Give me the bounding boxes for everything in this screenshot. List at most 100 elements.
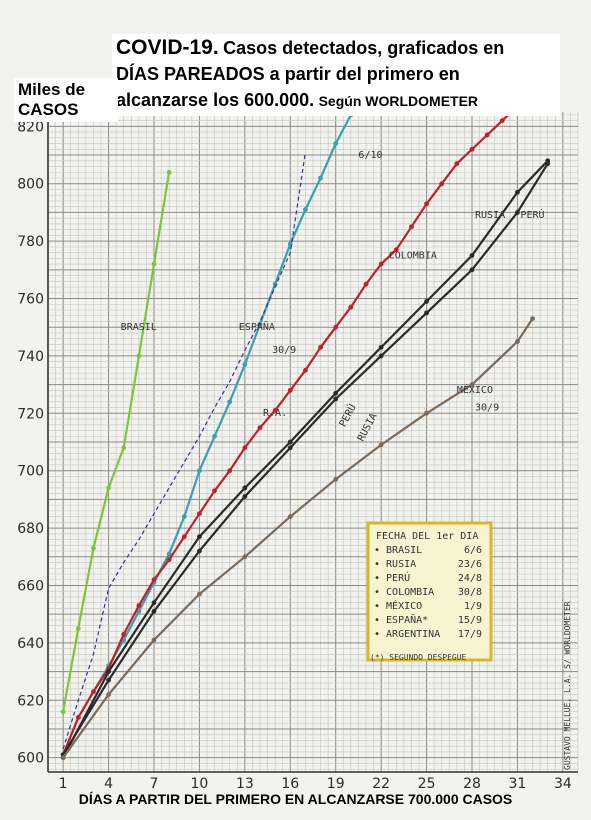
data-point-peru (287, 439, 293, 445)
data-point-mexico (530, 316, 535, 322)
y-tick-label: 800 (17, 177, 44, 193)
data-point-colombia (181, 534, 187, 540)
y-tick-label: 680 (17, 521, 44, 537)
data-point-rusia (197, 548, 202, 554)
data-point-colombia (151, 577, 157, 583)
x-tick-label: 7 (150, 776, 159, 792)
legend-row-country: • RUSIA (374, 559, 416, 570)
data-point-colombia (257, 425, 263, 431)
legend-row-date: 15/9 (458, 615, 482, 626)
data-point-colombia (499, 118, 505, 124)
x-tick-label: 16 (281, 776, 299, 792)
data-point-colombia (424, 201, 429, 207)
data-point-peru (378, 344, 384, 350)
series-group (60, 103, 551, 761)
legend-row-country: • MÉXICO (374, 599, 422, 612)
data-point-colombia (348, 304, 354, 310)
legend-footnote: (*) SEGUNDO DESPEGUE (370, 653, 467, 662)
x-tick-label: 4 (104, 776, 113, 792)
data-point-mexico (151, 637, 157, 643)
data-point-r-a- (303, 207, 308, 212)
data-point-colombia (393, 247, 399, 253)
y-tick-label: 740 (17, 349, 44, 365)
data-point-rusia (424, 310, 429, 316)
series-line-espana (62, 152, 306, 750)
data-point-peru (424, 298, 429, 304)
data-point-mexico (424, 410, 429, 416)
data-point-colombia (469, 146, 475, 152)
x-tick-label: 28 (463, 776, 481, 792)
y-tick-label: 640 (17, 636, 44, 652)
y-tick-label: 620 (17, 693, 44, 709)
legend-row-date: 30/8 (458, 587, 482, 598)
data-point-colombia (121, 631, 127, 637)
data-point-rusia (106, 677, 111, 683)
data-point-r-a- (227, 399, 233, 405)
data-point-colombia (166, 557, 172, 563)
data-point-brasil (106, 485, 111, 491)
data-point-mexico (469, 382, 475, 388)
annotation-label: COLOMBIA (389, 250, 437, 261)
data-point-colombia (227, 468, 233, 474)
grid (47, 112, 579, 772)
y-tick-label: 820 (17, 119, 44, 135)
data-point-r-a- (287, 241, 293, 247)
y-tick-label: 600 (17, 751, 44, 767)
series-line-brasil (62, 172, 171, 712)
data-point-peru (106, 669, 111, 674)
title-part3: DÍAS PAREADOS a partir del primero en (116, 64, 460, 84)
annotation-label: PERÚ (520, 208, 544, 221)
data-point-peru (197, 534, 202, 540)
data-point-rusia (333, 396, 339, 402)
data-point-r-a- (166, 551, 172, 557)
x-tick-label: 31 (509, 776, 527, 792)
data-point-mexico (197, 591, 202, 597)
title-part4: alcanzarse los 600.000. (116, 90, 315, 110)
data-point-colombia (484, 132, 490, 138)
legend-row-date: 17/9 (458, 629, 482, 640)
title-part1: COVID-19. (116, 36, 219, 59)
series-line-mexico (62, 317, 534, 759)
data-point-r-a- (212, 433, 217, 439)
annotation-label: 30/9 (475, 402, 499, 413)
data-point-r-a- (318, 175, 323, 181)
data-point-colombia (242, 445, 248, 451)
legend-row-country: • PERÚ (374, 571, 410, 584)
data-point-rusia (469, 267, 475, 273)
legend-row-date: 24/8 (458, 573, 482, 584)
data-point-colombia (272, 408, 278, 413)
data-point-brasil (166, 169, 172, 175)
data-point-peru (469, 253, 475, 258)
x-tick-label: 13 (236, 776, 254, 792)
annotation-label: ESPAÑA (239, 320, 275, 333)
data-point-r-a- (242, 362, 248, 367)
legend-row-country: • BRASIL (374, 545, 422, 556)
data-point-r-a- (197, 468, 202, 474)
data-point-colombia (454, 161, 460, 167)
data-point-brasil (151, 261, 157, 267)
data-point-mexico (287, 514, 293, 520)
y-tick-label: 760 (17, 292, 44, 308)
title-part5: Según WORLDOMETER (318, 93, 479, 109)
data-point-colombia (363, 281, 369, 287)
x-tick-label: 19 (327, 776, 345, 792)
data-point-mexico (333, 476, 339, 482)
x-tick-label: 25 (418, 776, 436, 792)
data-point-colombia (91, 689, 96, 695)
annotation-label: 30/9 (272, 345, 296, 356)
data-point-mexico (242, 554, 248, 560)
legend-row-country: • ARGENTINA (374, 629, 440, 640)
data-point-brasil (60, 709, 66, 715)
data-point-brasil (121, 445, 127, 451)
title-part2: Casos detectados, graficados en (223, 38, 505, 58)
data-point-colombia (136, 603, 142, 608)
y-tick-label: 720 (17, 406, 44, 422)
data-point-mexico (378, 442, 384, 448)
data-point-colombia (333, 324, 339, 330)
data-point-mexico (60, 755, 66, 761)
data-point-rusia (242, 494, 248, 499)
data-point-rusia (151, 608, 157, 614)
x-tick-label: 1 (59, 776, 68, 792)
side-note: GUSTAVO MELLUÉ, L.A. S/ WORLDOMETER (561, 601, 572, 770)
